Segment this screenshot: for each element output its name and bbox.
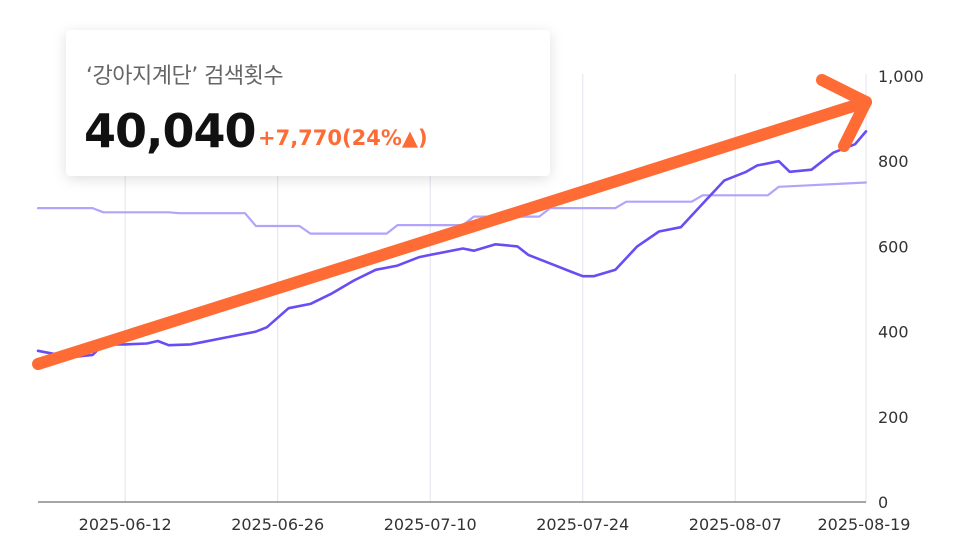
x-tick-label-2025-08-19: 2025-08-19 (818, 515, 911, 534)
summary-card: ‘강아지계단’ 검색횟수 40,040 +7,770(24%▲) (66, 30, 550, 176)
trend-arrow (32, 74, 872, 370)
y-tick-label-600: 600 (878, 237, 909, 256)
x-axis-ticks: 2025-06-12 2025-06-26 2025-07-10 2025-07-24… (79, 515, 911, 534)
series-line-secondary (36, 181, 868, 235)
x-tick-label-2025-06-26: 2025-06-26 (231, 515, 324, 534)
x-tick-label-2025-07-10: 2025-07-10 (384, 515, 477, 534)
x-tick-label-2025-07-24: 2025-07-24 (536, 515, 629, 534)
y-tick-label-0: 0 (878, 493, 888, 512)
series-layer (36, 130, 868, 359)
y-tick-label-1000: 1,000 (878, 67, 924, 86)
trend-arrow-head (816, 74, 872, 152)
y-tick-label-200: 200 (878, 408, 909, 427)
x-tick-label-2025-06-12: 2025-06-12 (79, 515, 172, 534)
series-line-primary (36, 130, 868, 359)
y-tick-label-400: 400 (878, 323, 909, 342)
change-badge: +7,770(24%▲) (258, 126, 428, 150)
card-title: ‘강아지계단’ 검색횟수 (86, 64, 284, 89)
search-count-value: 40,040 (84, 104, 257, 158)
y-axis-ticks: 0 200 400 600 800 1,000 (878, 67, 924, 512)
x-tick-label-2025-08-07: 2025-08-07 (689, 515, 782, 534)
y-tick-label-800: 800 (878, 152, 909, 171)
trend-arrow-shaft (32, 96, 872, 370)
